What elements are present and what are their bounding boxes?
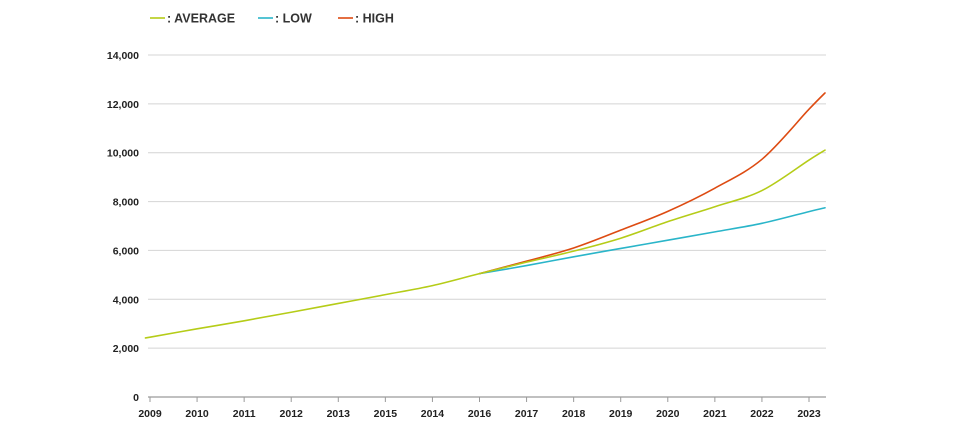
series-lines xyxy=(144,92,826,339)
legend-item-average: : AVERAGE xyxy=(150,12,235,26)
y-tick-label: 6,000 xyxy=(113,245,139,257)
legend-label: : HIGH xyxy=(355,12,394,26)
x-axis: 2009 2010 2011 2012 2013 2015 2014 2016 2017 2018… xyxy=(138,397,821,420)
x-tick-label: 2016 xyxy=(468,408,492,420)
x-tick-label: 2020 xyxy=(656,408,680,420)
legend-item-low: : LOW xyxy=(258,12,312,26)
x-tick-label: 2014 xyxy=(421,408,445,420)
y-tick-label: 12,000 xyxy=(107,99,139,111)
series-line-low xyxy=(478,206,826,275)
y-axis: 0 2,000 4,000 6,000 8,000 10,000 12,000 14,000 xyxy=(107,50,139,404)
x-tick-label: 2012 xyxy=(280,408,304,420)
legend-label: : LOW xyxy=(275,12,312,26)
series-line-high xyxy=(478,92,826,275)
x-tick-label: 2018 xyxy=(562,408,586,420)
y-tick-label: 14,000 xyxy=(107,50,139,62)
legend: : AVERAGE : LOW : HIGH xyxy=(150,12,394,26)
x-tick-label: 2013 xyxy=(327,408,351,420)
legend-label: : AVERAGE xyxy=(167,12,235,26)
y-tick-label: 0 xyxy=(133,392,139,404)
gridlines xyxy=(148,54,826,398)
series-line-average xyxy=(144,149,826,339)
legend-item-high: : HIGH xyxy=(338,12,394,26)
y-tick-label: 2,000 xyxy=(113,343,139,355)
x-tick-label: 2021 xyxy=(703,408,727,420)
x-tick-label: 2010 xyxy=(185,408,209,420)
y-tick-label: 10,000 xyxy=(107,148,139,160)
x-tick-label: 2022 xyxy=(750,408,774,420)
x-tick-label: 2011 xyxy=(233,408,256,420)
x-tick-label: 2023 xyxy=(797,408,821,420)
x-tick-label: 2017 xyxy=(515,408,539,420)
y-tick-label: 8,000 xyxy=(113,197,139,209)
x-tick-label: 2019 xyxy=(609,408,633,420)
y-tick-label: 4,000 xyxy=(113,294,139,306)
x-tick-label: 2015 xyxy=(374,408,398,420)
x-tick-label: 2009 xyxy=(138,408,162,420)
